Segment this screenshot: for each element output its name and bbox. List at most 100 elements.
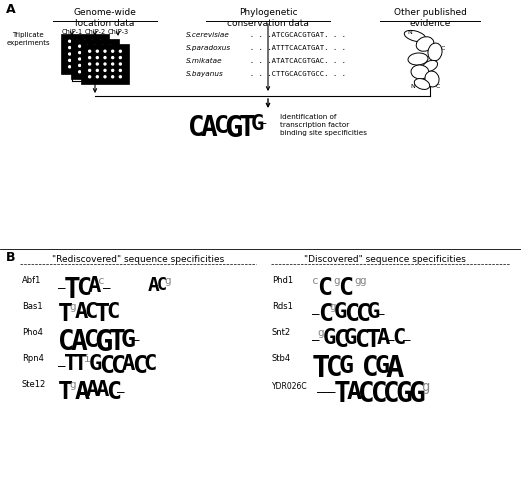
Circle shape	[100, 40, 102, 42]
Circle shape	[84, 40, 86, 42]
Text: _: _	[312, 328, 319, 341]
Circle shape	[100, 53, 102, 55]
Text: N: N	[407, 30, 413, 34]
Text: N: N	[411, 84, 415, 89]
Ellipse shape	[428, 43, 442, 61]
Text: Stb4: Stb4	[272, 354, 291, 363]
Text: c: c	[312, 276, 319, 286]
Circle shape	[69, 66, 71, 68]
Circle shape	[89, 63, 91, 65]
Text: A: A	[346, 380, 362, 404]
Circle shape	[86, 71, 89, 73]
Text: T: T	[108, 328, 125, 356]
Circle shape	[92, 40, 94, 42]
Circle shape	[104, 70, 106, 72]
Text: C: C	[370, 380, 387, 408]
Text: G: G	[367, 302, 380, 322]
Circle shape	[100, 66, 102, 68]
Text: C: C	[106, 302, 119, 322]
Text: g: g	[421, 380, 429, 394]
Text: C: C	[326, 354, 343, 382]
Text: _: _	[322, 380, 330, 393]
Text: _: _	[317, 380, 325, 393]
Text: Pho4: Pho4	[22, 328, 43, 337]
Circle shape	[104, 50, 106, 52]
Text: _: _	[58, 354, 66, 367]
Circle shape	[111, 63, 114, 65]
Text: G: G	[375, 354, 389, 378]
Circle shape	[69, 46, 71, 48]
Circle shape	[84, 59, 86, 61]
Text: G: G	[89, 354, 102, 374]
Text: Bas1: Bas1	[22, 302, 43, 311]
Circle shape	[94, 71, 96, 73]
Text: C: C	[355, 302, 370, 326]
Text: g: g	[360, 276, 367, 286]
Circle shape	[79, 58, 81, 60]
Ellipse shape	[411, 65, 429, 79]
Text: . . .ATCGCACGTGAT. . .: . . .ATCGCACGTGAT. . .	[241, 32, 346, 38]
Circle shape	[96, 56, 98, 58]
Text: C: C	[188, 114, 205, 142]
Text: C: C	[344, 302, 359, 326]
Text: G: G	[408, 380, 425, 408]
Text: C: C	[143, 354, 156, 374]
Circle shape	[102, 58, 104, 60]
Circle shape	[96, 70, 98, 72]
Circle shape	[86, 45, 89, 47]
Circle shape	[86, 51, 89, 53]
Ellipse shape	[404, 30, 426, 42]
Text: T: T	[94, 302, 109, 326]
Text: Identification of
transcription factor
binding site specificities: Identification of transcription factor b…	[280, 114, 367, 136]
Text: T: T	[312, 354, 330, 383]
Text: Snt2: Snt2	[272, 328, 291, 337]
Text: A: A	[75, 380, 90, 404]
Text: A: A	[201, 114, 217, 142]
Text: T: T	[239, 114, 255, 142]
Text: A: A	[148, 276, 160, 295]
Text: Phd1: Phd1	[272, 276, 293, 285]
Circle shape	[79, 65, 81, 67]
Circle shape	[119, 70, 121, 72]
Text: g: g	[329, 302, 336, 312]
Text: _: _	[117, 380, 125, 393]
Text: C: C	[436, 84, 440, 89]
Text: C: C	[58, 328, 75, 356]
Text: _: _	[103, 276, 110, 289]
Text: G: G	[94, 328, 113, 357]
Circle shape	[102, 51, 104, 53]
Circle shape	[84, 46, 86, 48]
Text: C: C	[393, 328, 406, 348]
Text: Triplicate
experiments: Triplicate experiments	[6, 32, 50, 45]
Circle shape	[111, 56, 114, 58]
Ellipse shape	[416, 37, 434, 51]
Text: G: G	[225, 114, 243, 143]
Text: T: T	[64, 276, 80, 304]
Circle shape	[79, 51, 81, 53]
Text: C: C	[383, 380, 400, 408]
Text: g: g	[69, 302, 76, 312]
Text: C: C	[317, 276, 332, 300]
Text: Other published
evidence: Other published evidence	[393, 8, 466, 28]
Bar	[61, 34, 109, 74]
Circle shape	[94, 58, 96, 60]
Circle shape	[109, 65, 111, 67]
Text: YDR026C: YDR026C	[272, 382, 307, 391]
Text: A: A	[75, 302, 88, 322]
Text: C: C	[441, 45, 445, 50]
Text: g: g	[69, 380, 76, 390]
Text: _: _	[132, 328, 140, 341]
Circle shape	[96, 63, 98, 65]
Text: _: _	[328, 380, 336, 393]
Text: g: g	[318, 328, 325, 338]
Text: A: A	[121, 354, 135, 374]
Text: A: A	[96, 380, 109, 400]
Text: Ste12: Ste12	[22, 380, 46, 389]
Circle shape	[92, 66, 94, 68]
Text: A: A	[377, 328, 390, 348]
Text: T: T	[58, 380, 73, 404]
Circle shape	[94, 65, 96, 67]
Circle shape	[79, 71, 81, 73]
Circle shape	[69, 53, 71, 55]
Circle shape	[104, 63, 106, 65]
